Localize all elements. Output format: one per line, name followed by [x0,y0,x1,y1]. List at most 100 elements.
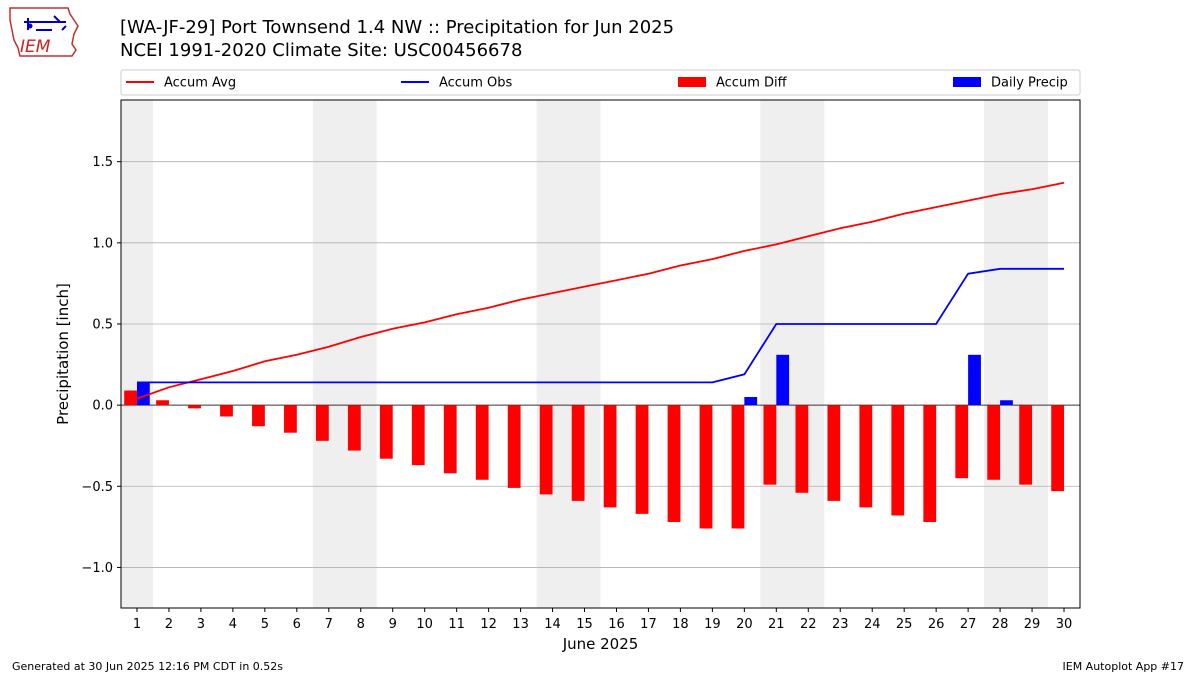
legend-label: Accum Avg [164,76,236,91]
x-tick-label: 18 [672,617,689,632]
accum-obs-line [137,267,1064,384]
weekend-bands [121,100,1049,608]
y-tick-label: −1.0 [81,561,113,576]
daily-bar [1000,400,1013,406]
weekend-band [121,100,153,608]
x-tick-label: 12 [480,617,497,632]
diff-bar [124,390,137,406]
x-tick-label: 7 [325,617,333,632]
legend-label: Daily Precip [991,76,1068,91]
logo-text: IEM [20,37,51,57]
x-tick-label: 10 [416,617,433,632]
diff-bar [188,405,201,409]
diff-bar [859,405,873,508]
legend-entry: Daily Precip [953,76,1068,91]
x-tick-label: 15 [576,617,593,632]
diff-bar [252,405,265,427]
diff-bar [315,405,329,441]
weekend-band [760,100,825,608]
daily-bar [136,382,150,406]
diff-bar [1051,405,1065,492]
diff-bar [220,405,233,417]
x-tick-label: 20 [736,617,753,632]
diff-bar [891,405,905,516]
daily-bar [744,397,758,406]
diff-bar [411,405,425,466]
diff-bar [379,405,393,459]
y-axis-label: Precipitation [inch] [54,283,72,425]
chart-title: [WA-JF-29] Port Townsend 1.4 NW :: Preci… [120,17,675,38]
legend-entry: Accum Obs [401,76,512,91]
y-axis-ticks: −1.0 −0.5 0.0 0.5 1.0 1.5 [81,155,121,576]
x-tick-label: 17 [640,617,657,632]
legend-patch-swatch [678,77,706,87]
x-tick-label: 25 [896,617,913,632]
x-tick-label: 22 [800,617,817,632]
y-tick-label: 1.5 [92,155,113,170]
x-tick-label: 1 [133,617,141,632]
diff-bar [507,405,521,488]
diff-bar [987,405,1001,480]
diff-bar [827,405,841,501]
diff-bar [923,405,937,522]
x-tick-label: 26 [928,617,945,632]
diff-bar [1019,405,1033,485]
weekend-band [984,100,1049,608]
footer-generated: Generated at 30 Jun 2025 12:16 PM CDT in… [12,660,284,673]
diff-bar [443,405,457,474]
diff-bar [347,405,361,451]
x-tick-label: 24 [864,617,881,632]
y-tick-label: 0.5 [92,317,113,332]
x-tick-label: 16 [608,617,625,632]
x-tick-label: 21 [768,617,785,632]
chart-subtitle: NCEI 1991-2020 Climate Site: USC00456678 [120,40,523,61]
diff-bar [284,405,297,433]
legend-entry: Accum Avg [126,76,236,91]
legend-label: Accum Diff [716,76,788,91]
x-tick-label: 5 [261,617,269,632]
series-lines [136,181,1065,400]
plot-frame [120,99,1081,609]
diff-bar [603,405,617,508]
iem-logo: IEM [9,7,79,57]
legend-patch-swatch [953,77,981,87]
diff-bar [667,405,681,522]
x-tick-label: 29 [1024,617,1041,632]
x-tick-label: 30 [1056,617,1073,632]
x-axis-ticks: 1 2 3 4 5 6 7 8 9 10 11 12 13 14 15 16 17 18 19 20 21 22 23 24 2… [133,608,1072,632]
diff-bar [731,405,745,529]
legend: Accum Avg Accum Obs Accum Diff Daily Precip [120,69,1081,96]
x-tick-label: 23 [832,617,849,632]
x-tick-label: 4 [229,617,237,632]
diff-bar [635,405,649,514]
x-tick-label: 6 [293,617,301,632]
y-tick-label: −0.5 [81,480,113,495]
accum-avg-line [136,181,1065,400]
y-tick-label: 0.0 [92,399,113,414]
daily-bar [776,354,790,406]
x-tick-label: 13 [512,617,529,632]
daily-bar [968,354,981,406]
diff-bar [571,405,585,501]
footer-app: IEM Autoplot App #17 [1062,660,1185,673]
x-tick-label: 11 [448,617,465,632]
y-tick-label: 1.0 [92,236,113,251]
x-tick-label: 2 [165,617,173,632]
diff-bar [156,400,169,406]
legend-label: Accum Obs [439,76,512,91]
diff-bar [955,405,969,479]
x-tick-label: 9 [389,617,397,632]
diff-bar [539,405,553,495]
weather-station-icon [24,15,67,31]
bars [124,354,1065,529]
weekend-band [312,100,377,608]
x-axis-label: June 2025 [562,635,639,653]
weekend-band [536,100,601,608]
diff-bar [763,405,777,485]
diff-bar [795,405,809,493]
diff-bar [475,405,489,480]
legend-entry: Accum Diff [678,76,788,91]
x-tick-label: 3 [197,617,205,632]
x-tick-label: 28 [992,617,1009,632]
